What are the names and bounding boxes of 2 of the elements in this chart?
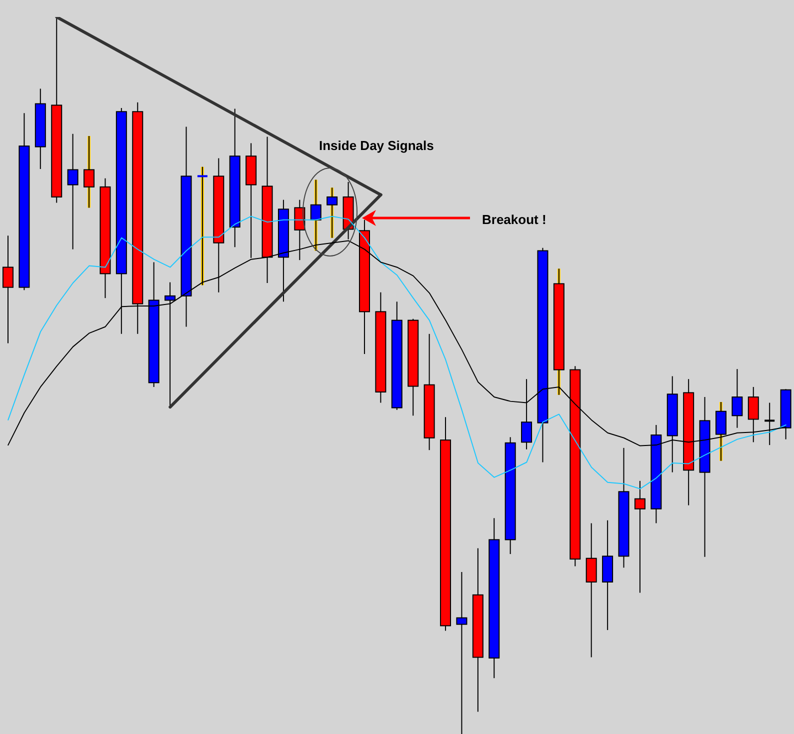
annotation: Inside Day Signals: [319, 138, 434, 153]
annotation: Breakout !: [482, 212, 546, 227]
